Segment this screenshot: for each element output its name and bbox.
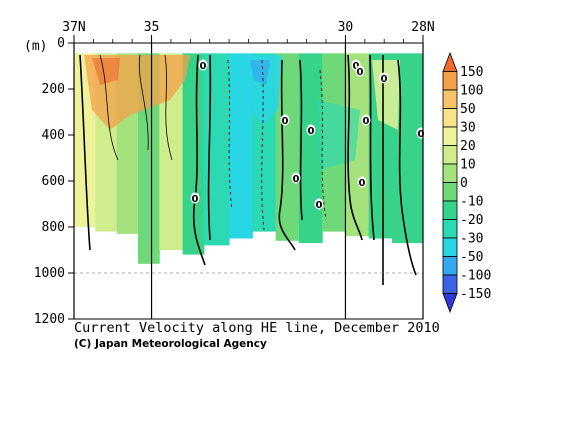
- y-tick-label: 800: [42, 220, 65, 235]
- colorbar-bin: [442, 145, 458, 165]
- colorbar-label: -150: [460, 287, 491, 302]
- zero-label: 0: [293, 174, 300, 185]
- colorbar-bin: [442, 219, 458, 239]
- colorbar-bin: [442, 71, 458, 91]
- colorbar-label: -50: [460, 250, 483, 265]
- zero-label-bg: [190, 192, 200, 204]
- field-section: [159, 53, 184, 250]
- colorbar-bin: [442, 274, 458, 294]
- contour-line: [79, 54, 91, 251]
- contour-line-dashed: [319, 69, 327, 221]
- y-axis-title: (m): [24, 39, 47, 54]
- colorbar-label: 10: [460, 158, 476, 173]
- zero-label-bg: [306, 124, 316, 136]
- zero-label: 0: [353, 61, 360, 72]
- colorbar-bin: [442, 237, 458, 257]
- colorbar-label: 30: [460, 121, 476, 136]
- positive-contours: [99, 54, 173, 161]
- colorbar-bin: [442, 182, 458, 202]
- zero-label: 0: [357, 67, 364, 78]
- warm-patch-south: [372, 60, 400, 130]
- field-section: [345, 53, 370, 237]
- colorbar-bin: [442, 293, 458, 314]
- colorbar-bin: [442, 200, 458, 220]
- cold-core-inner: [250, 60, 270, 85]
- x-tick-label: 28N: [411, 20, 434, 35]
- contour-line: [347, 54, 363, 241]
- zero-label: 0: [316, 200, 323, 211]
- contour-line: [397, 59, 417, 276]
- colorbar-bin: [442, 163, 458, 183]
- y-tick-label: 1200: [34, 312, 65, 327]
- zero-label: 0: [418, 129, 425, 140]
- field-texture: [84, 55, 400, 170]
- x-tick-label: 30: [338, 20, 354, 35]
- zero-label-bg: [361, 114, 371, 126]
- colorbar-label: 0: [460, 176, 468, 191]
- colorbar-label: -100: [460, 269, 491, 284]
- zero-label: 0: [282, 116, 289, 127]
- zero-label-bg: [198, 59, 208, 71]
- colorbar-label: -30: [460, 232, 483, 247]
- zero-label-bg: [355, 65, 365, 77]
- contour-line: [192, 54, 206, 266]
- contour-line: [207, 54, 212, 241]
- y-tick-label: 0: [57, 36, 65, 51]
- contour-line: [369, 54, 375, 241]
- figure-credit: (C) Japan Meteorological Agency: [74, 338, 267, 350]
- figure-title: Current Velocity along HE line, December…: [74, 320, 440, 336]
- negative-contours: [227, 59, 327, 231]
- colorbar-label: 100: [460, 84, 483, 99]
- zero-label: 0: [308, 126, 315, 137]
- colorbar-bin: [442, 256, 458, 276]
- y-tick-label: 600: [42, 174, 65, 189]
- cool-patch-south: [318, 100, 360, 170]
- zero-label: 0: [192, 194, 199, 205]
- zero-label-bg: [357, 176, 367, 188]
- colorbar-label: 20: [460, 139, 476, 154]
- field-section: [182, 53, 205, 255]
- colorbar-label: 150: [460, 65, 483, 80]
- colorbar-label: -10: [460, 195, 483, 210]
- field-section: [298, 53, 323, 244]
- contour-line-dashed: [261, 59, 265, 231]
- x-tick-label: 35: [144, 20, 160, 35]
- x-tick-label: 37N: [62, 20, 85, 35]
- y-axis: 0 200 400 600 800 1000 1200: [34, 36, 74, 327]
- zero-label: 0: [363, 116, 370, 127]
- contour-line: [299, 59, 303, 221]
- zero-label-bg: [291, 172, 301, 184]
- contour-line-thin: [138, 54, 149, 151]
- colorbar-bin: [442, 89, 458, 109]
- colorbar-label: -20: [460, 213, 483, 228]
- zero-label-bg: [280, 114, 290, 126]
- contour-line-thin: [99, 54, 119, 161]
- cold-core-patch: [240, 55, 282, 125]
- colorbar-bin: [442, 51, 458, 72]
- y-tick-label: 400: [42, 128, 65, 143]
- zero-contours: [79, 54, 417, 285]
- y-tick-label: 1000: [34, 266, 65, 281]
- zero-label: 0: [200, 61, 207, 72]
- contour-line: [278, 59, 296, 251]
- contour-line-dashed: [227, 59, 233, 211]
- zero-label-bg: [314, 198, 324, 210]
- field-section: [203, 53, 230, 246]
- colorbar-bin: [442, 126, 458, 146]
- zero-label: 0: [381, 74, 388, 85]
- y-tick-label: 200: [42, 82, 65, 97]
- contour-line-thin: [164, 54, 173, 161]
- warm-core-inner: [92, 58, 120, 85]
- zero-label: 0: [359, 178, 366, 189]
- zero-label-bg: [379, 72, 389, 84]
- colorbar-label: 50: [460, 102, 476, 117]
- colorbar-bin: [442, 108, 458, 128]
